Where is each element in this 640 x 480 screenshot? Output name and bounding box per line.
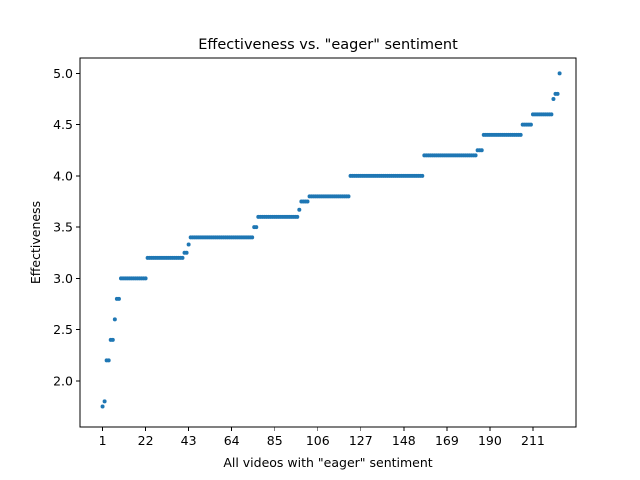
data-point-224 bbox=[557, 71, 562, 76]
y-tick-label: 3.5 bbox=[53, 220, 73, 235]
data-point-210 bbox=[528, 122, 533, 127]
plot-area-frame bbox=[79, 57, 577, 428]
data-point-4 bbox=[106, 358, 111, 363]
y-axis-label: Effectiveness bbox=[28, 201, 43, 284]
data-point-2 bbox=[102, 399, 107, 404]
x-tick-label: 190 bbox=[478, 433, 502, 448]
data-point-43 bbox=[186, 242, 191, 247]
x-tick-label: 64 bbox=[224, 433, 240, 448]
y-tick-label: 4.5 bbox=[53, 117, 73, 132]
data-point-96 bbox=[295, 214, 300, 219]
data-point-97 bbox=[297, 207, 302, 212]
data-point-40 bbox=[180, 255, 185, 260]
data-point-1 bbox=[100, 404, 105, 409]
data-point-6 bbox=[110, 337, 115, 342]
data-point-121 bbox=[346, 194, 351, 199]
data-point-186 bbox=[479, 148, 484, 153]
y-tick-label: 3.0 bbox=[53, 271, 73, 286]
y-axis-ticks: 2.0 2.5 3.0 3.5 4.0 4.5 5.0 bbox=[53, 66, 80, 388]
y-tick-label: 2.0 bbox=[53, 373, 73, 388]
x-tick-label: 169 bbox=[435, 433, 459, 448]
x-tick-label: 22 bbox=[138, 433, 154, 448]
x-tick-label: 106 bbox=[306, 433, 330, 448]
x-tick-label: 127 bbox=[349, 433, 373, 448]
x-tick-label: 85 bbox=[267, 433, 283, 448]
data-point-74 bbox=[250, 235, 255, 240]
data-point-221 bbox=[551, 97, 556, 101]
y-tick-label: 2.5 bbox=[53, 322, 73, 337]
data-point-220 bbox=[549, 112, 554, 117]
data-point-22 bbox=[143, 276, 148, 281]
data-points bbox=[100, 71, 562, 409]
data-point-157 bbox=[420, 173, 425, 178]
data-point-76 bbox=[254, 225, 259, 230]
x-tick-label: 1 bbox=[99, 433, 107, 448]
data-point-223 bbox=[555, 91, 560, 96]
data-point-9 bbox=[116, 296, 121, 301]
y-tick-label: 5.0 bbox=[53, 66, 73, 81]
data-point-205 bbox=[518, 132, 523, 137]
data-point-183 bbox=[473, 153, 478, 158]
x-axis-label: All videos with "eager" sentiment bbox=[223, 455, 432, 470]
x-tick-label: 211 bbox=[521, 433, 545, 448]
x-tick-label: 148 bbox=[392, 433, 416, 448]
x-tick-label: 43 bbox=[181, 433, 197, 448]
y-tick-label: 4.0 bbox=[53, 168, 73, 183]
chart-title: Effectiveness vs. "eager" sentiment bbox=[198, 37, 458, 53]
data-point-7 bbox=[112, 317, 117, 322]
x-axis-ticks: 1 22 43 64 85 106 127 148 169 190 211 bbox=[99, 427, 545, 448]
data-point-101 bbox=[305, 199, 310, 204]
data-point-42 bbox=[184, 250, 189, 255]
